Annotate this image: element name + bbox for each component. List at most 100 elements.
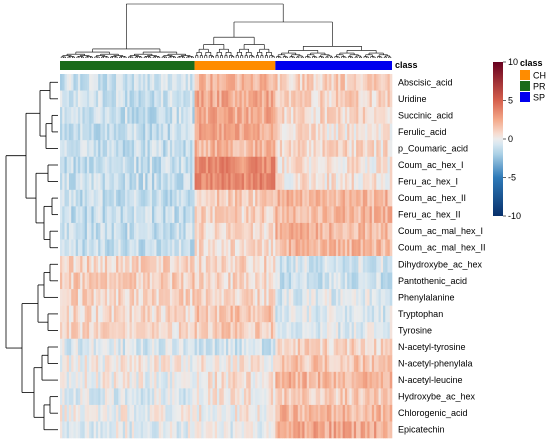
heatmap-cell (315, 388, 319, 406)
heatmap-cell (75, 421, 79, 439)
heatmap-cell (190, 189, 193, 207)
heatmap-cell (383, 189, 386, 207)
heatmap-cell (270, 239, 274, 257)
heatmap-cell (178, 239, 182, 257)
heatmap-cell (270, 90, 274, 108)
heatmap-cell (187, 289, 191, 306)
heatmap-cell (277, 206, 281, 224)
heatmap-cell (387, 272, 391, 290)
heatmap-cell (358, 355, 361, 373)
heatmap-cell (234, 305, 238, 323)
heatmap-cell (351, 222, 355, 240)
heatmap-cell (183, 322, 186, 340)
heatmap-cell (304, 140, 308, 158)
heatmap-cell (309, 388, 312, 406)
heatmap-cell (174, 371, 177, 389)
heatmap-cell (255, 355, 258, 373)
heatmap-cell (93, 222, 97, 240)
heatmap-cell (71, 90, 74, 108)
heatmap-cell (62, 189, 65, 207)
heatmap-cell (335, 404, 339, 422)
heatmap-cell (378, 289, 382, 306)
heatmap-cell (127, 140, 130, 158)
heatmap-cell (183, 107, 186, 124)
heatmap-cell (279, 305, 283, 323)
heatmap-cell (266, 256, 269, 273)
heatmap-cell (322, 289, 325, 306)
heatmap-cell (331, 338, 334, 356)
heatmap-cell (151, 371, 155, 389)
heatmap-cell (219, 222, 222, 240)
heatmap-cell (302, 256, 305, 273)
heatmap-cell (255, 256, 258, 273)
heatmap-cell (322, 371, 325, 389)
heatmap-cell (349, 173, 352, 191)
heatmap-cell (302, 90, 305, 108)
heatmap-cell (288, 305, 292, 323)
heatmap-cell (259, 74, 263, 91)
heatmap-cell (75, 404, 79, 422)
heatmap-cell (311, 156, 314, 174)
heatmap-cell (374, 421, 377, 439)
heatmap-cell (194, 404, 198, 422)
heatmap-cell (122, 355, 126, 373)
heatmap-cell (273, 74, 276, 91)
heatmap-cell (219, 305, 222, 323)
heatmap-cell (172, 305, 175, 323)
heatmap-cell (302, 156, 305, 174)
heatmap-cell (145, 222, 148, 240)
heatmap-cell (71, 289, 74, 306)
heatmap-cell (125, 355, 128, 373)
heatmap-cell (383, 74, 386, 91)
heatmap-cell (237, 189, 240, 207)
heatmap-cell (257, 107, 260, 124)
heatmap-cell (95, 289, 99, 306)
heatmap-cell (214, 404, 218, 422)
heatmap-cell (232, 74, 236, 91)
heatmap-cell (196, 173, 200, 191)
heatmap-cell (172, 256, 175, 273)
heatmap-cell (89, 90, 92, 108)
heatmap-cell (360, 322, 364, 340)
heatmap-cell (322, 338, 325, 356)
class-legend-label: CH (533, 71, 546, 81)
heatmap-cell (344, 206, 348, 224)
heatmap-cell (190, 404, 193, 422)
heatmap-cell (255, 222, 258, 240)
heatmap-cell (351, 90, 355, 108)
heatmap-cell (250, 305, 254, 323)
heatmap-cell (250, 289, 254, 306)
heatmap-cell (309, 140, 312, 158)
heatmap-cell (295, 107, 299, 124)
heatmap-cell (378, 371, 382, 389)
heatmap-cell (282, 123, 285, 141)
heatmap-cell (89, 239, 92, 257)
color-scale-bar (493, 62, 503, 216)
heatmap-cell (221, 371, 225, 389)
heatmap-cell (212, 355, 216, 373)
heatmap-cell (351, 371, 355, 389)
heatmap-cell (230, 338, 234, 356)
heatmap-cell (147, 156, 151, 174)
heatmap-cell (201, 421, 204, 439)
heatmap-cell (131, 322, 135, 340)
heatmap-cell (239, 305, 242, 323)
heatmap-cell (140, 305, 144, 323)
heatmap-cell (199, 156, 202, 174)
heatmap-cell (205, 322, 209, 340)
heatmap-cell (131, 421, 135, 439)
heatmap-cell (68, 206, 72, 224)
heatmap-cell (344, 189, 348, 207)
heatmap-cell (257, 272, 260, 290)
heatmap-cell (300, 256, 303, 273)
heatmap-cell (344, 140, 348, 158)
heatmap-cell (136, 189, 139, 207)
heatmap-cell (389, 256, 393, 273)
heatmap-cell (165, 206, 168, 224)
heatmap-cell (169, 156, 173, 174)
heatmap-cell (149, 305, 153, 323)
heatmap-cell (73, 355, 76, 373)
heatmap-cell (297, 74, 301, 91)
heatmap-cell (320, 74, 323, 91)
heatmap-cell (82, 256, 85, 273)
